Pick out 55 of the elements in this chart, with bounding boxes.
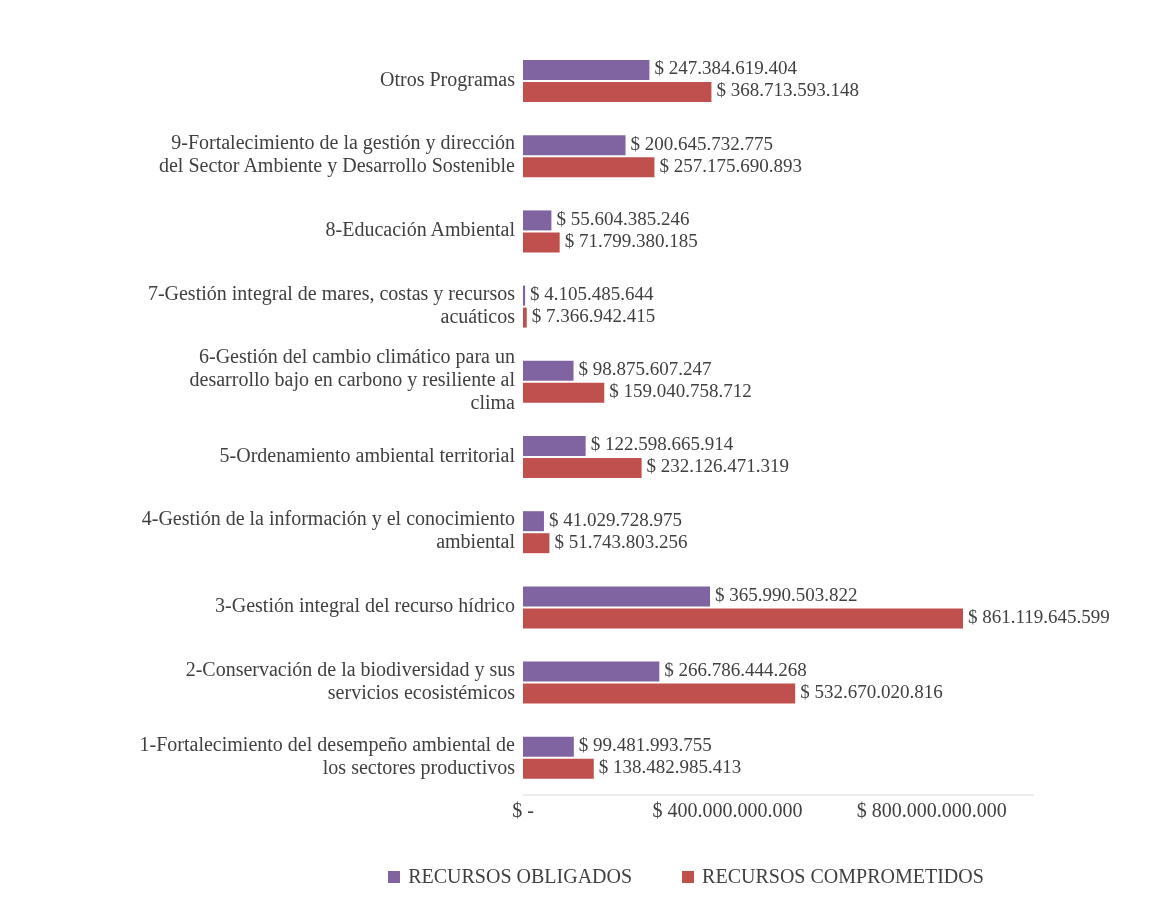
bar [523, 210, 552, 231]
y-tick-label: Otros Programas [380, 67, 516, 91]
bar [523, 683, 796, 704]
bar [523, 533, 550, 554]
bar [523, 511, 544, 532]
y-tick-label: 8-Educación Ambiental [325, 217, 516, 240]
bar [523, 285, 526, 306]
data-label: $ 266.786.444.268 [664, 658, 807, 680]
y-tick-label: 9-Fortalecimiento de la gestión y dirección del Sector Ambiente y Desarrollo Sostenible [158, 130, 516, 177]
bar [523, 736, 574, 757]
data-label: $ 257.175.690.893 [659, 154, 802, 176]
data-label: $ 55.604.385.246 [556, 207, 690, 229]
bar [523, 135, 626, 156]
bar [523, 661, 660, 682]
data-label: $ 4.105.485.644 [530, 282, 655, 304]
bar [523, 60, 650, 80]
data-label: $ 122.598.665.914 [590, 433, 734, 455]
legend-label: RECURSOS OBLIGADOS [408, 865, 633, 888]
bar [523, 232, 560, 253]
bar [523, 436, 586, 456]
y-tick-label: 1-Fortalecimiento del desempeño ambiental de los sectores productivos [139, 732, 516, 779]
y-tick-label: 4-Gestión de la información y el conocimiento ambiental [141, 506, 516, 552]
y-tick-label: 6-Gestión del cambio climático para un desarrollo bajo en carbono y resiliente al clima [189, 344, 516, 413]
bar [523, 608, 964, 629]
data-label: $ 159.040.758.712 [609, 380, 752, 402]
data-label: $ 51.743.803.256 [554, 530, 688, 552]
y-tick-label: 7-Gestión integral de mares, costas y recursos acuáticos [147, 281, 516, 327]
bar [523, 758, 594, 779]
y-tick-label: 2-Conservación de la biodiversidad y sus servicios ecosistémicos [185, 657, 516, 703]
data-label: $ 200.645.732.775 [630, 132, 774, 154]
data-label: $ 247.384.619.404 [654, 57, 798, 79]
y-tick-label: 5-Ordenamiento ambiental territorial [219, 443, 516, 466]
x-tick-label: $ 400.000.000.000 [652, 799, 803, 822]
data-label: $ 368.713.593.148 [716, 79, 859, 101]
data-label: $ 7.366.942.415 [531, 304, 656, 326]
data-label: $ 71.799.380.185 [564, 229, 698, 251]
bar [523, 458, 642, 478]
data-label: $ 98.875.607.247 [578, 358, 712, 380]
data-label: $ 99.481.993.755 [578, 734, 712, 756]
data-label: $ 365.990.503.822 [715, 583, 858, 605]
y-tick-label: 3-Gestión integral del recurso hídrico [215, 593, 515, 617]
bar [523, 360, 574, 381]
data-label: $ 861.119.645.599 [968, 605, 1110, 627]
data-label: $ 232.126.471.319 [646, 455, 790, 477]
bar [523, 82, 712, 102]
data-label: $ 138.482.985.413 [598, 756, 742, 778]
data-label: $ 532.670.020.816 [800, 680, 943, 702]
x-tick-label: $ - [512, 799, 534, 822]
legend-label: RECURSOS COMPROMETIDOS [702, 865, 984, 888]
x-tick-label: $ 800.000.000.000 [856, 799, 1007, 822]
bar [523, 307, 527, 328]
bar [523, 382, 605, 403]
data-label: $ 41.029.728.975 [548, 508, 682, 530]
bar [523, 157, 655, 178]
bar [523, 586, 711, 607]
